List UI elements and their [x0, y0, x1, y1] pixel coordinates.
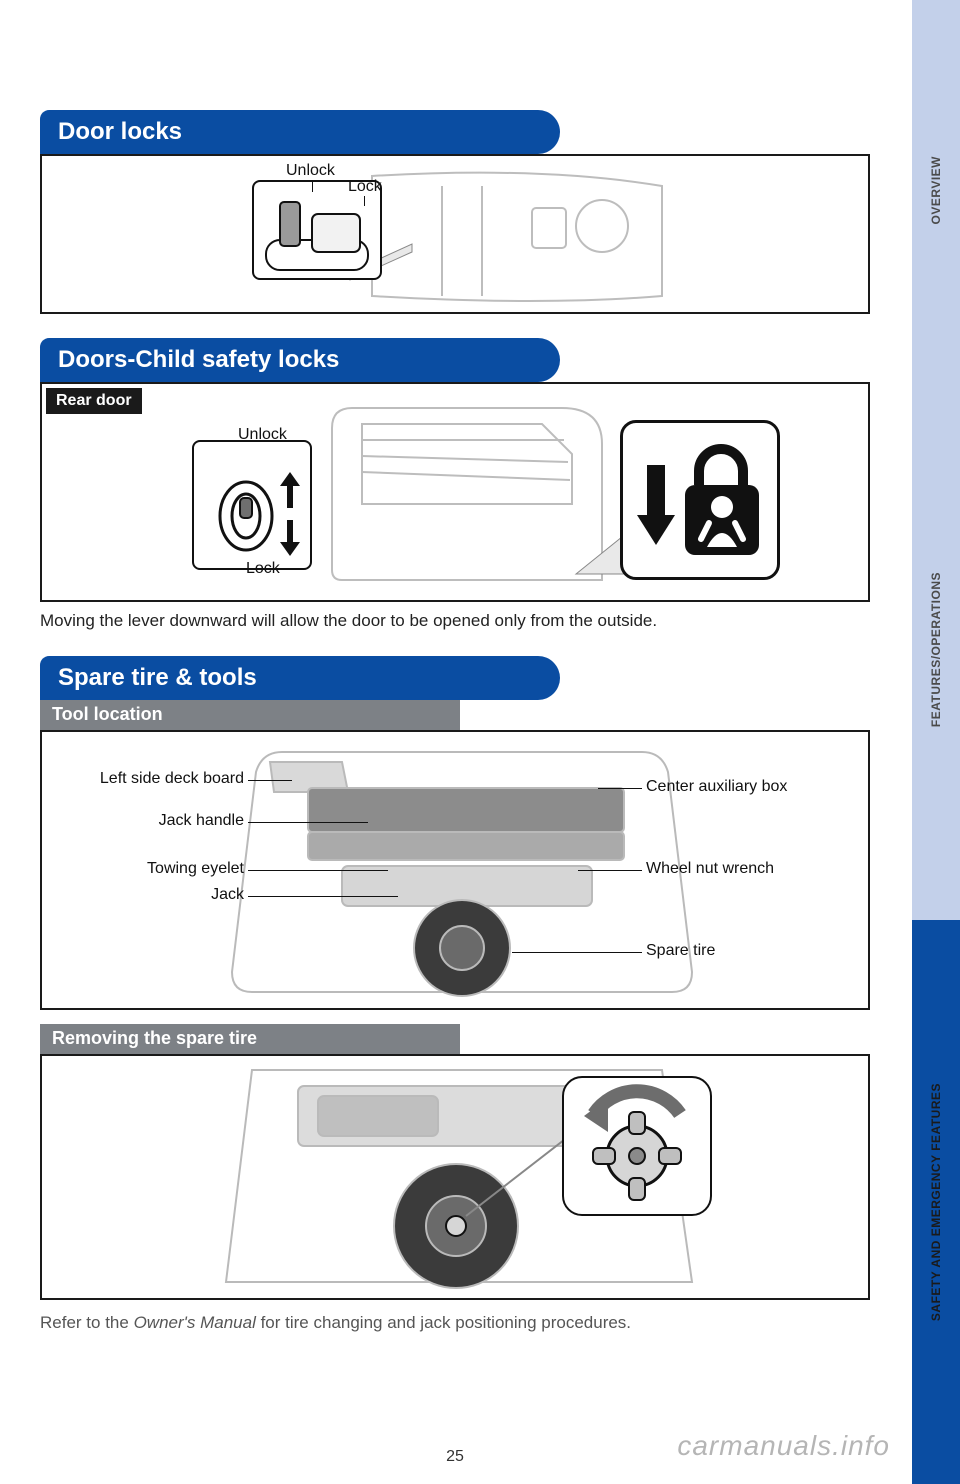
- watermark: carmanuals.info: [677, 1430, 890, 1462]
- child-safety-caption: Moving the lever downward will allow the…: [40, 608, 870, 634]
- subheader-title: Tool location: [52, 704, 163, 725]
- side-section-tabs: OVERVIEW FEATURES/OPERATIONS SAFETY AND …: [912, 0, 960, 1484]
- spare-tire-footer-note: Refer to the Owner's Manual for tire cha…: [40, 1310, 870, 1336]
- footer-note-italic: Owner's Manual: [134, 1313, 256, 1332]
- unlock-label: Unlock: [238, 426, 287, 444]
- sidetab-label: SAFETY AND EMERGENCY FEATURES: [929, 1083, 943, 1321]
- unlock-label: Unlock: [286, 162, 335, 180]
- sidetab-label: OVERVIEW: [929, 156, 943, 224]
- tool-location-illustration: Left side deck board Jack handle Towing …: [40, 730, 870, 1010]
- callout-left-3: Towing eyelet: [64, 860, 244, 878]
- door-locks-illustration: Unlock Lock: [40, 154, 870, 314]
- sidetab-label: FEATURES/OPERATIONS: [929, 572, 943, 727]
- subheader-title: Removing the spare tire: [52, 1028, 257, 1049]
- callout-right-3: Spare tire: [646, 942, 715, 960]
- sidetab-safety[interactable]: SAFETY AND EMERGENCY FEATURES: [912, 920, 960, 1484]
- callout-right-1: Center auxiliary box: [646, 778, 787, 796]
- callout-left-1: Left side deck board: [64, 770, 244, 788]
- callout-left-2: Jack handle: [64, 812, 244, 830]
- removing-spare-illustration: [40, 1054, 870, 1300]
- section-header-door-locks: Door locks: [40, 110, 560, 154]
- door-locks-svg: [42, 156, 870, 314]
- subheader-removing-spare: Removing the spare tire: [40, 1024, 460, 1054]
- lock-label: Lock: [348, 178, 382, 196]
- child-lock-pictogram: [620, 420, 780, 580]
- rear-door-badge: Rear door: [46, 388, 142, 414]
- callout-left-4: Jack: [64, 886, 244, 904]
- sidetab-features[interactable]: FEATURES/OPERATIONS: [912, 380, 960, 920]
- lock-label: Lock: [246, 560, 280, 578]
- page-content: Door locks Unlock Lock: [40, 110, 870, 1335]
- section-header-child-safety: Doors-Child safety locks: [40, 338, 560, 382]
- footer-note-suffix: for tire changing and jack positioning p…: [256, 1313, 631, 1332]
- child-lock-lever-icon: [194, 442, 310, 568]
- child-safety-illustration: Rear door: [40, 382, 870, 602]
- wing-bolt-icon: [564, 1078, 710, 1214]
- footer-note-prefix: Refer to the: [40, 1313, 134, 1332]
- section-title: Door locks: [58, 118, 182, 146]
- sidetab-overview[interactable]: OVERVIEW: [912, 0, 960, 380]
- callout-right-2: Wheel nut wrench: [646, 860, 774, 878]
- removing-spare-svg: [42, 1056, 870, 1300]
- lock-switch-icon: [254, 182, 380, 278]
- section-title: Doors-Child safety locks: [58, 346, 339, 374]
- subheader-tool-location: Tool location: [40, 700, 460, 730]
- section-title: Spare tire & tools: [58, 664, 257, 692]
- section-header-spare-tire: Spare tire & tools: [40, 656, 560, 700]
